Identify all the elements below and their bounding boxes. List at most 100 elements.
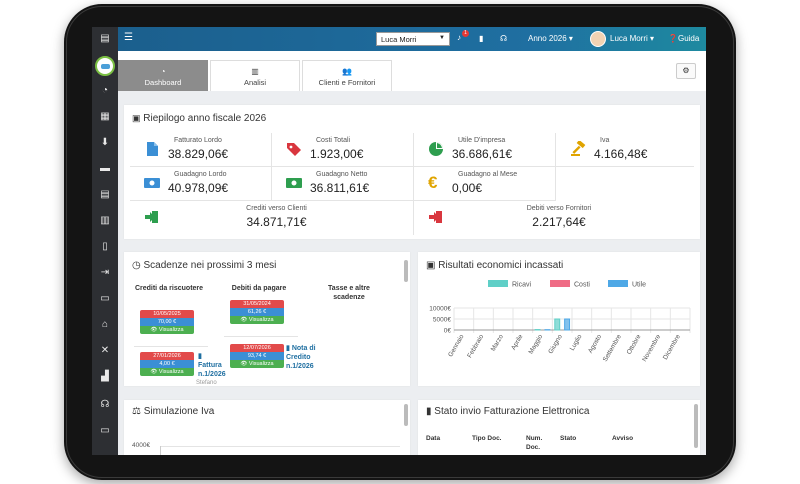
- money-icon: ▣: [426, 260, 436, 271]
- iva-simulation-card: ⚖ Simulazione Iva 4000€: [124, 400, 410, 455]
- sidebar: ▤ ◔ ▦ ⬇ ▬ ▤ ▥ ▯ ⇥ ▭ ⌂ ✕ ▟ ☊ ▭: [92, 27, 118, 455]
- calendar-icon[interactable]: ▦: [100, 111, 110, 122]
- summary-title: ▣ Riepilogo anno fiscale 2026: [132, 113, 266, 124]
- stat-guadagno-mese: € Guadagno al Mese 0,00€: [414, 167, 556, 201]
- stat-costi-totali: Costi Totali 1.923,00€: [272, 133, 414, 167]
- grid-line: [160, 446, 400, 447]
- fe-title: ▮ Stato invio Fatturazione Elettronica: [426, 406, 589, 417]
- x-tick-label: Giugno: [547, 333, 564, 355]
- sign-out-icon: [429, 211, 442, 223]
- stat-label: Utile D'impresa: [458, 137, 506, 144]
- iva-title: ⚖ Simulazione Iva: [132, 406, 214, 417]
- invoice-link-text: Fattura n.1/2026: [198, 362, 226, 378]
- col-stato: Stato: [560, 435, 577, 442]
- tab-analisi[interactable]: ▥ Analisi: [210, 60, 300, 91]
- fiscal-summary-card: ▣ Riepilogo anno fiscale 2026 Fatturato …: [124, 105, 700, 239]
- mobile-icon[interactable]: ▮: [479, 34, 484, 43]
- legend-swatch: [550, 280, 570, 287]
- invoice-icon[interactable]: ▥: [100, 215, 110, 226]
- year-select[interactable]: Anno 2026 ▾: [528, 34, 573, 43]
- stat-label: Guadagno Lordo: [174, 171, 227, 178]
- headset-icon[interactable]: ☊: [100, 399, 110, 410]
- bank-icon[interactable]: ⌂: [101, 319, 109, 330]
- chart-icon[interactable]: ▟: [101, 371, 109, 382]
- scrollbar[interactable]: [404, 260, 408, 282]
- tags-icon: [287, 143, 301, 156]
- credit-amount: 4,00 €: [140, 360, 194, 368]
- document-icon[interactable]: ▤: [100, 189, 110, 200]
- dashboard-icon: ◔: [160, 67, 166, 76]
- bar-chart-icon: ▥: [251, 67, 259, 76]
- tab-bar: ◔ Dashboard ▥ Analisi 👥 Clienti e Fornitori…: [118, 51, 706, 91]
- view-button[interactable]: 👁 Visualizza: [230, 316, 284, 324]
- stat-value: 40.978,09€: [168, 181, 229, 195]
- tools-icon[interactable]: ✕: [100, 345, 110, 356]
- view-button[interactable]: 👁 Visualizza: [230, 360, 284, 368]
- bell-icon[interactable]: ♪: [457, 33, 461, 42]
- scrollbar[interactable]: [694, 404, 698, 448]
- login-icon[interactable]: ⇥: [100, 267, 110, 278]
- tab-clienti-fornitori[interactable]: 👥 Clienti e Fornitori: [302, 60, 392, 91]
- view-button[interactable]: 👁 Visualizza: [140, 368, 194, 376]
- x-tick-label: Luglio: [569, 333, 584, 352]
- user-select[interactable]: Luca Morri ▼: [376, 32, 450, 46]
- hamburger-menu-icon[interactable]: ☰: [124, 32, 133, 43]
- chevron-down-icon: ▼: [439, 35, 445, 41]
- download-icon[interactable]: ⬇: [100, 137, 110, 148]
- stat-value: 36.811,61€: [310, 181, 370, 195]
- view-label: Visualizza: [248, 317, 274, 323]
- file-icon[interactable]: ▯: [102, 241, 108, 252]
- tab-label: Dashboard: [144, 78, 182, 87]
- stat-label: Guadagno al Mese: [458, 171, 518, 178]
- x-tick-label: Maggio: [528, 333, 545, 355]
- avatar[interactable]: [590, 31, 606, 47]
- stat-utile-impresa: Utile D'impresa 36.686,61€: [414, 133, 556, 167]
- stat-value: 1.923,00€: [310, 147, 364, 161]
- col-num-doc: Num. Doc.: [526, 435, 543, 451]
- tab-dashboard[interactable]: ◔ Dashboard: [118, 60, 208, 91]
- credit-amount: 70,00 €: [140, 318, 194, 326]
- stat-value: 4.166,48€: [594, 147, 648, 161]
- file-icon: ▮: [286, 345, 290, 352]
- user-name: Luca Morri: [610, 34, 648, 43]
- file-icon: [147, 142, 158, 156]
- x-tick-label: Settembre: [602, 333, 623, 363]
- archive-icon[interactable]: ▬: [100, 163, 110, 174]
- gears-icon: ⚙: [682, 66, 690, 75]
- tab-label: Analisi: [243, 78, 267, 87]
- x-tick-label: Ottobre: [626, 333, 643, 356]
- stat-value: 38.829,06€: [168, 147, 229, 161]
- user-menu[interactable]: Luca Morri ▾: [610, 34, 655, 43]
- deadlines-card: ◷ Scadenze nei prossimi 3 mesi Crediti d…: [124, 252, 410, 386]
- results-title-text: Risultati economici incassati: [438, 260, 564, 271]
- scrollbar[interactable]: [404, 404, 408, 426]
- ticket-icon[interactable]: ▭: [100, 425, 110, 436]
- view-button[interactable]: 👁 Visualizza: [140, 326, 194, 334]
- y-tick-label: 5000€: [433, 317, 451, 324]
- app-screen: ▤ ◔ ▦ ⬇ ▬ ▤ ▥ ▯ ⇥ ▭ ⌂ ✕ ▟ ☊ ▭ ☰ Luca Mor…: [92, 27, 706, 455]
- col-data: Data: [426, 435, 441, 442]
- legend-label: Ricavi: [512, 282, 532, 289]
- view-label: Visualizza: [158, 369, 184, 375]
- top-bar: ☰ Luca Morri ▼ ♪ 1 ▮ ☊ Anno 2026 ▾ Luca …: [118, 27, 706, 51]
- credit-note-link[interactable]: ▮ Nota di Credito n.1/2026: [286, 344, 324, 371]
- fe-title-text: Stato invio Fatturazione Elettronica: [434, 406, 590, 417]
- stat-crediti-clienti: Crediti verso Clienti 34.871,71€: [130, 201, 414, 235]
- help-icon: ❓: [668, 34, 678, 43]
- balance-scale-icon: ⚖: [132, 406, 141, 417]
- help-link[interactable]: ❓Guida: [668, 34, 699, 43]
- invoice-link[interactable]: ▮ Fattura n.1/2026: [198, 352, 238, 379]
- dashboard-settings-button[interactable]: ⚙: [676, 63, 696, 79]
- debt-amount: 93,74 €: [230, 352, 284, 360]
- col-avviso: Avviso: [612, 435, 634, 442]
- users-icon: 👥: [342, 67, 352, 76]
- menu-logo-icon[interactable]: ▤: [100, 33, 110, 44]
- dashboard-icon[interactable]: ◔: [101, 85, 109, 96]
- stat-fatturato-lordo: Fatturato Lordo 38.829,06€: [130, 133, 272, 167]
- legend-label: Costi: [574, 282, 590, 289]
- money-icon[interactable]: ▭: [100, 293, 110, 304]
- clock-icon: ◷: [132, 260, 141, 271]
- stat-guadagno-lordo: Guadagno Lordo 40.978,09€: [130, 167, 272, 201]
- headset-icon[interactable]: ☊: [500, 34, 508, 43]
- col-debiti: Debiti da pagare: [231, 285, 287, 292]
